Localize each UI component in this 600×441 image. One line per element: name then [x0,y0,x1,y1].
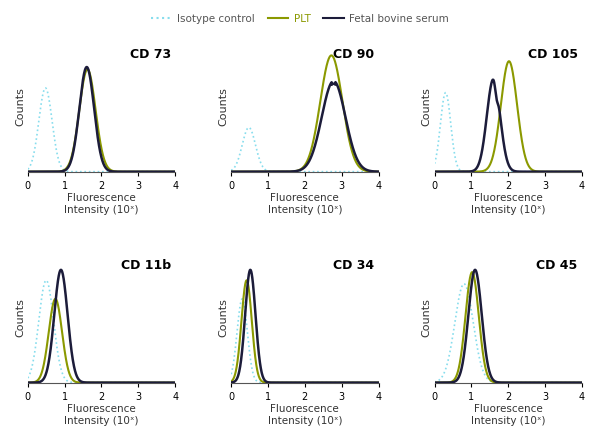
Y-axis label: Counts: Counts [218,298,229,337]
Text: CD 45: CD 45 [536,259,578,272]
Y-axis label: Counts: Counts [422,87,432,126]
Text: CD 73: CD 73 [130,48,171,61]
Y-axis label: Counts: Counts [15,298,25,337]
Y-axis label: Counts: Counts [422,298,432,337]
X-axis label: Fluorescence
Intensity (10ˣ): Fluorescence Intensity (10ˣ) [64,404,139,426]
Legend: Isotype control, PLT, Fetal bovine serum: Isotype control, PLT, Fetal bovine serum [147,10,453,28]
X-axis label: Fluorescence
Intensity (10ˣ): Fluorescence Intensity (10ˣ) [268,194,342,215]
X-axis label: Fluorescence
Intensity (10ˣ): Fluorescence Intensity (10ˣ) [64,194,139,215]
X-axis label: Fluorescence
Intensity (10ˣ): Fluorescence Intensity (10ˣ) [471,404,545,426]
X-axis label: Fluorescence
Intensity (10ˣ): Fluorescence Intensity (10ˣ) [471,194,545,215]
Text: CD 105: CD 105 [527,48,578,61]
Y-axis label: Counts: Counts [218,87,229,126]
Text: CD 34: CD 34 [333,259,374,272]
Text: CD 90: CD 90 [333,48,374,61]
Y-axis label: Counts: Counts [15,87,25,126]
X-axis label: Fluorescence
Intensity (10ˣ): Fluorescence Intensity (10ˣ) [268,404,342,426]
Text: CD 11b: CD 11b [121,259,171,272]
